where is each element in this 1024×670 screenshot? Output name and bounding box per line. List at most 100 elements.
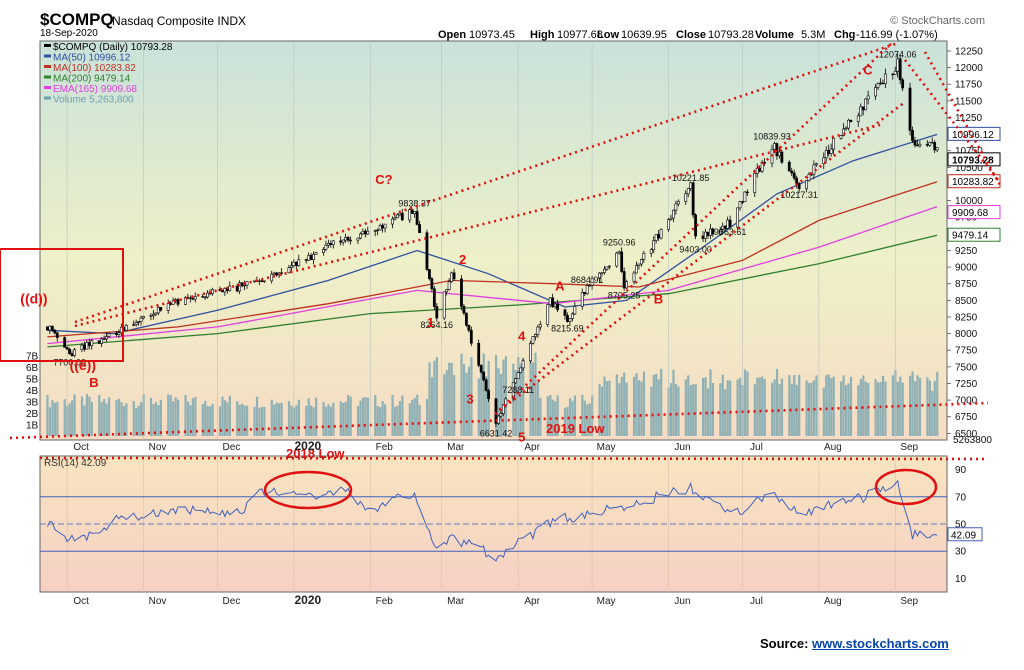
candle-body (600, 272, 604, 274)
candle-body (583, 292, 587, 295)
candle-body (708, 228, 712, 236)
volume-bar (758, 377, 761, 436)
volume-bar (332, 402, 335, 436)
candle-body (883, 73, 887, 84)
volume-bar (899, 376, 902, 436)
volume-bar (790, 383, 793, 436)
y-tick-label: 12250 (955, 46, 983, 57)
volume-bar (637, 380, 641, 436)
volume-bar (687, 375, 690, 436)
volume-tick-label: 3B (26, 398, 39, 409)
x-tick-label-bottom: Dec (223, 596, 241, 607)
price-label: 8684.91 (571, 275, 604, 285)
volume-bar (568, 398, 572, 436)
volume-bar (470, 357, 473, 436)
volume-bar (408, 403, 411, 436)
volume-bar (189, 404, 192, 436)
candle-body (780, 151, 784, 163)
candle-body (672, 209, 675, 219)
low-label: Low (597, 29, 619, 41)
open-label: Open (438, 29, 466, 41)
candle-body (531, 336, 535, 344)
volume-bar (398, 401, 402, 436)
candle-body (753, 172, 757, 193)
candle-body (844, 127, 848, 130)
candle-body (395, 214, 399, 219)
legend-entry: MA(100) 10283.82 (53, 63, 136, 74)
volume-bar (295, 405, 298, 436)
volume-bar (80, 396, 84, 436)
source-link[interactable]: www.stockcharts.com (812, 636, 949, 651)
volume-bar (896, 381, 899, 436)
volume-bar (117, 398, 121, 436)
volume-bar (704, 377, 707, 436)
candle-body (48, 325, 52, 331)
candle-body (649, 249, 653, 254)
candle-body (832, 138, 836, 150)
rsi-tick-label: 70 (955, 492, 967, 503)
candle-body (363, 230, 367, 235)
volume-bar (832, 376, 835, 436)
candle-body (139, 317, 143, 322)
candle-body (326, 243, 330, 246)
volume-bar (775, 368, 779, 436)
volume-bar (73, 394, 76, 436)
low-2019-line (9, 401, 989, 440)
candle-body (718, 229, 722, 235)
price-label: 10217.31 (780, 190, 818, 200)
volume-bar (448, 362, 451, 436)
volume-bar (571, 400, 574, 436)
volume-bar (56, 401, 59, 436)
volume-bar (68, 403, 71, 436)
volume-bar (657, 379, 660, 436)
candle-body (829, 148, 833, 154)
candle-body (588, 284, 592, 287)
candle-body (117, 332, 121, 335)
volume-bar (554, 401, 557, 436)
volume-bar (844, 385, 848, 436)
candle-body (847, 119, 850, 129)
candle-body (676, 201, 680, 205)
volume-bar (260, 406, 264, 436)
price-label: 6631.42 (480, 429, 513, 439)
wave-label: 3 (466, 391, 473, 406)
volume-bar (726, 380, 729, 436)
volume-bar (462, 363, 466, 436)
volume-bar (152, 404, 155, 436)
volume-bar (605, 381, 609, 436)
candle-body (536, 326, 540, 335)
volume-tick-label: 5B (26, 375, 39, 386)
candle-body (736, 207, 739, 228)
candle-body (556, 303, 559, 311)
volume-bar (149, 397, 153, 436)
candle-body (398, 212, 402, 216)
wave-label: ((d)) (20, 291, 47, 307)
candle-body (142, 316, 145, 319)
candle-body (743, 191, 747, 203)
volume-bar (204, 400, 207, 436)
candle-body (102, 338, 106, 341)
rsi-label: RSI(14) 42.09 (44, 458, 107, 469)
candle-body (171, 300, 175, 305)
volume-bar (297, 399, 300, 436)
candle-body (874, 87, 877, 97)
volume-bar (186, 401, 190, 436)
volume-bar (640, 381, 643, 436)
volume-bar (90, 401, 93, 436)
volume-bar (103, 398, 106, 436)
candle-body (706, 231, 710, 236)
candle-body (361, 230, 365, 235)
volume-bar (275, 402, 278, 436)
y-tick-label: 6750 (955, 412, 978, 423)
price-label: 10221.85 (672, 173, 710, 183)
volume-bar (273, 404, 276, 436)
candle-body (773, 143, 776, 150)
volume-bar (435, 357, 439, 436)
y-tick-label: 8000 (955, 329, 978, 340)
volume-last-label: 5263800 (953, 435, 992, 446)
volume-bar (674, 383, 678, 436)
candle-body (637, 263, 641, 266)
volume-bar (361, 397, 365, 436)
volume-bar (719, 383, 722, 436)
volume-bar (63, 399, 66, 436)
